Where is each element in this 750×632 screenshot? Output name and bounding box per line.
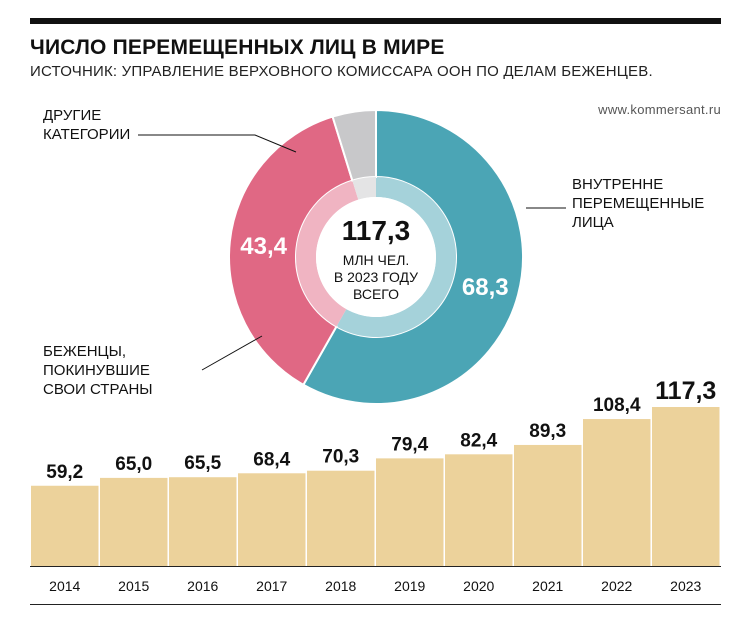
legend-label: КАТЕГОРИИ — [43, 126, 130, 143]
bar-value-label: 82,4 — [460, 430, 497, 451]
top-rule — [30, 18, 721, 24]
site-url: www.kommersant.ru — [598, 102, 721, 117]
pie-value-label: 43,4 — [240, 233, 287, 260]
donut-center-total: 117,3 — [342, 215, 411, 246]
legend-label: ПОКИНУВШИЕ — [43, 362, 150, 379]
donut-center-text: ВСЕГО — [353, 286, 399, 302]
bar-value-label: 117,3 — [655, 377, 716, 405]
bar-2021 — [514, 444, 582, 566]
donut-center-text: МЛН ЧЕЛ. — [343, 252, 410, 268]
x-tick-label: 2018 — [325, 578, 356, 594]
bar-value-label: 70,3 — [322, 447, 359, 468]
bar-2019 — [376, 458, 444, 566]
bar-baseline — [30, 566, 721, 567]
chart-subtitle: ИСТОЧНИК: УПРАВЛЕНИЕ ВЕРХОВНОГО КОМИССАР… — [30, 63, 653, 80]
x-tick-label: 2016 — [187, 578, 218, 594]
bar-2022 — [583, 419, 651, 566]
x-tick-label: 2022 — [601, 578, 632, 594]
bar-2017 — [238, 473, 306, 566]
bar-value-label: 59,2 — [46, 462, 83, 483]
bar-2015 — [100, 477, 168, 566]
chart-title: ЧИСЛО ПЕРЕМЕЩЕННЫХ ЛИЦ В МИРЕ — [30, 36, 445, 59]
x-tick-label: 2017 — [256, 578, 287, 594]
legend-label: ВНУТРЕННЕ — [572, 176, 663, 193]
leader-line — [138, 134, 297, 153]
bar-value-label: 68,4 — [253, 449, 290, 470]
pie-inner-ring-1 — [296, 180, 359, 327]
x-tick-label: 2014 — [49, 578, 80, 594]
bar-2016 — [169, 477, 237, 566]
pie-value-label: 68,3 — [462, 274, 509, 301]
bar-2023 — [652, 407, 720, 566]
legend-label: ПЕРЕМЕЩЕННЫЕ — [572, 195, 704, 212]
x-tick-label: 2015 — [118, 578, 149, 594]
legend-label: ЛИЦА — [572, 214, 614, 231]
bar-2020 — [445, 454, 513, 566]
pie-inner-ring-2 — [352, 177, 376, 200]
legend-label: ДРУГИЕ — [43, 107, 101, 124]
x-tick-label: 2020 — [463, 578, 494, 594]
leader-line — [201, 335, 263, 371]
bar-value-label: 65,5 — [184, 453, 221, 474]
legend-label: СВОИ СТРАНЫ — [43, 381, 153, 398]
legend-label: БЕЖЕНЦЫ, — [43, 343, 126, 360]
pie-inner-ring-0 — [336, 177, 456, 337]
bar-2018 — [307, 470, 375, 566]
x-tick-label: 2019 — [394, 578, 425, 594]
bar-value-label: 89,3 — [529, 421, 566, 442]
donut-hole — [316, 197, 436, 317]
bar-2014 — [31, 485, 99, 566]
bar-value-label: 65,0 — [115, 454, 152, 475]
bar-value-label: 79,4 — [391, 434, 428, 455]
donut-center-text: В 2023 ГОДУ — [334, 269, 418, 285]
bar-value-label: 108,4 — [593, 395, 641, 416]
x-tick-label: 2021 — [532, 578, 563, 594]
bottom-rule — [30, 604, 721, 605]
x-tick-label: 2023 — [670, 578, 701, 594]
